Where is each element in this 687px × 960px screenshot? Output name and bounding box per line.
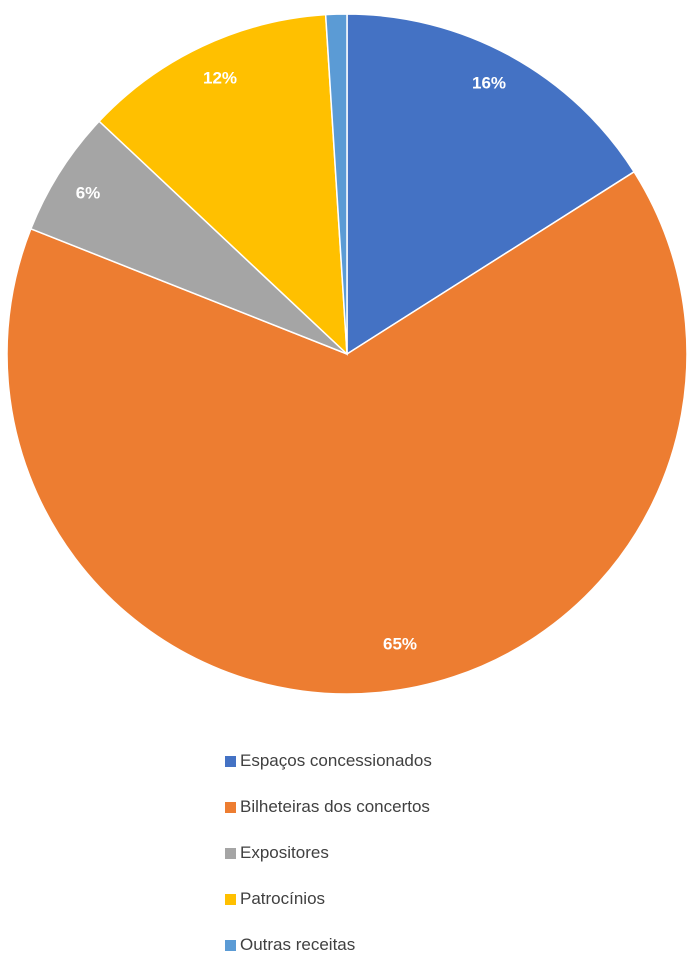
legend-swatch — [225, 939, 236, 951]
pie-data-label: 16% — [472, 73, 506, 92]
legend-swatch — [225, 847, 236, 859]
pie-data-label: 12% — [203, 68, 237, 87]
pie-slice — [98, 13, 348, 356]
pie-slice — [324, 13, 348, 355]
legend-swatch — [225, 755, 236, 767]
legend-label: Outras receitas — [240, 935, 356, 954]
legend-label: Espaços concessionados — [240, 751, 432, 770]
pie-slices — [6, 13, 687, 695]
legend-item: Patrocínios — [225, 884, 432, 914]
legend-label: Expositores — [240, 843, 329, 862]
chart-legend: Espaços concessionados Bilheteiras dos co… — [225, 746, 432, 960]
pie-slice — [29, 120, 348, 355]
pie-slice — [6, 170, 687, 695]
legend-label: Patrocínios — [240, 889, 326, 908]
legend-swatch — [225, 893, 236, 905]
legend-swatch — [225, 801, 236, 813]
legend-item: Outras receitas — [225, 930, 432, 960]
legend-item: Espaços concessionados — [225, 746, 432, 776]
legend-label: Bilheteiras dos concertos — [240, 797, 430, 816]
legend-item: Bilheteiras dos concertos — [225, 792, 432, 822]
pie-slice — [346, 13, 636, 356]
pie-data-labels: 16% 65% 6% 12% — [76, 68, 506, 653]
pie-data-label: 6% — [76, 183, 101, 202]
pie-chart: 16% 65% 6% 12% — [6, 13, 687, 695]
legend-item: Expositores — [225, 838, 432, 868]
pie-data-label: 65% — [383, 634, 417, 653]
